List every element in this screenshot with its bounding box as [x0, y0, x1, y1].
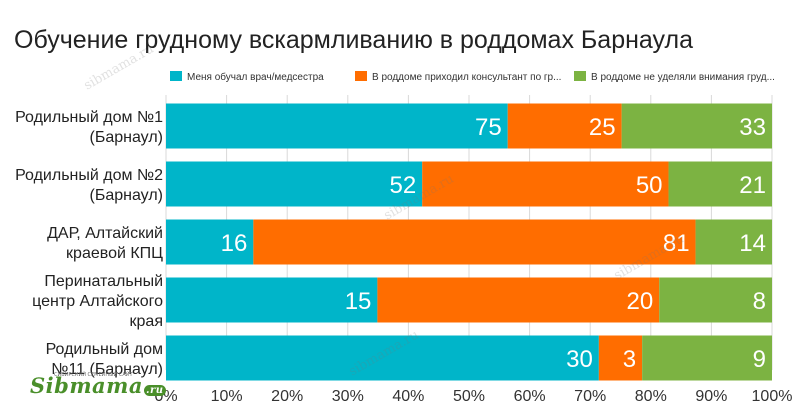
- data-label: 8: [753, 288, 766, 315]
- category-label: края: [130, 313, 163, 330]
- logo-tagline: СИБИРСКИЙ СЕМЕЙНЫЙ САЙТ: [54, 372, 133, 378]
- category-label: краевой КПЦ: [66, 245, 163, 262]
- data-label: 25: [589, 114, 616, 141]
- data-label: 14: [739, 230, 766, 257]
- category-label: Родильный дом №1: [15, 109, 163, 126]
- category-label: ДАР, Алтайский: [47, 225, 163, 242]
- data-label: 33: [739, 114, 766, 141]
- data-label: 3: [623, 346, 636, 373]
- data-label: 52: [389, 172, 416, 199]
- data-label: 20: [627, 288, 654, 315]
- x-tick-label: 70%: [574, 388, 606, 405]
- bar-segment: [621, 103, 772, 149]
- legend-label: В роддоме не уделяли внимания груд...: [591, 72, 775, 83]
- x-tick-label: 100%: [752, 388, 793, 405]
- category-label: Перинатальный: [44, 273, 163, 290]
- bar-segment: [377, 277, 660, 323]
- category-label: Родильный дом: [46, 341, 163, 358]
- data-label: 81: [663, 230, 690, 257]
- category-label: №11 (Барнаул): [51, 361, 163, 378]
- bar-segment: [166, 103, 508, 149]
- x-tick-label: 10%: [211, 388, 243, 405]
- x-tick-label: 90%: [695, 388, 727, 405]
- legend-swatch: [170, 71, 182, 81]
- category-label: центр Алтайского: [32, 293, 163, 310]
- bar-segment: [166, 335, 599, 381]
- x-tick-label: 60%: [514, 388, 546, 405]
- bar-segment: [422, 161, 669, 207]
- x-tick-label: 80%: [635, 388, 667, 405]
- chart-title: Обучение грудному вскармливанию в роддом…: [14, 26, 693, 54]
- data-label: 16: [221, 230, 248, 257]
- data-label: 30: [566, 346, 593, 373]
- x-tick-label: 50%: [453, 388, 485, 405]
- category-label: (Барнаул): [90, 187, 164, 204]
- bar-segment: [642, 335, 772, 381]
- bar-segment: [695, 219, 772, 265]
- bar-segment: [166, 219, 254, 265]
- bar-segment: [668, 161, 772, 207]
- data-label: 21: [739, 172, 766, 199]
- bar-segment: [166, 161, 423, 207]
- x-tick-label: 20%: [271, 388, 303, 405]
- data-label: 15: [345, 288, 372, 315]
- logo-text: Sibmama: [30, 373, 143, 398]
- bar-segment: [166, 277, 378, 323]
- legend-label: Меня обучал врач/медсестра: [187, 71, 324, 83]
- bar-segment: [507, 103, 622, 149]
- category-label: (Барнаул): [90, 129, 164, 146]
- logo-suffix: .ru: [143, 385, 166, 396]
- bar-segment: [598, 335, 643, 381]
- legend-swatch: [355, 71, 367, 81]
- x-tick-label: 30%: [332, 388, 364, 405]
- sibmama-logo: Sibmama .ru: [30, 373, 166, 398]
- data-label: 9: [753, 346, 766, 373]
- category-label: Родильный дом №2: [15, 167, 163, 184]
- data-label: 75: [475, 114, 502, 141]
- bar-segment: [659, 277, 772, 323]
- data-label: 50: [636, 172, 663, 199]
- legend-swatch: [574, 71, 586, 81]
- legend-label: В роддоме приходил консультант по гр...: [372, 72, 561, 83]
- bar-segment: [253, 219, 696, 265]
- x-tick-label: 40%: [392, 388, 424, 405]
